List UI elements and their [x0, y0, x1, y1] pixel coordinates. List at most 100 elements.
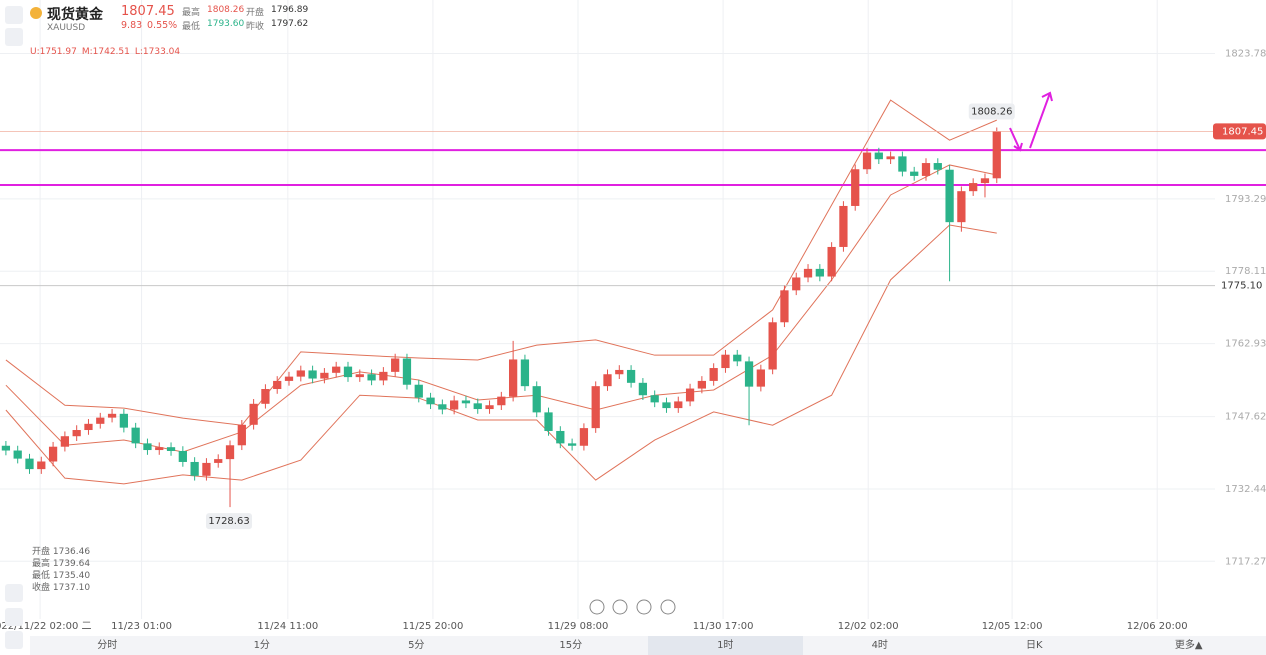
candle-body [556, 430, 565, 444]
period-tab[interactable]: 1时 [648, 636, 803, 655]
boll-value: U:1751.97 [30, 47, 77, 57]
period-tab[interactable]: 1分 [253, 640, 270, 651]
candle-body [898, 156, 907, 172]
stat-value: 1793.60 [207, 19, 245, 29]
candle-body [803, 268, 813, 278]
candle-body [886, 156, 895, 160]
candle-body [992, 131, 1001, 179]
candle-body [615, 369, 624, 375]
stat-value: 1797.62 [271, 19, 309, 29]
candle-body [402, 358, 412, 385]
period-tab[interactable]: 更多▲ [1174, 640, 1203, 651]
candle-body [603, 374, 612, 387]
alert-label: 1775.10 [1221, 281, 1262, 292]
candle-body [744, 361, 754, 387]
candle-body [155, 447, 164, 451]
stat-label: 开盘 [246, 8, 265, 18]
candle-body [862, 152, 872, 170]
ohlc-value: 收盘 1737.10 [32, 583, 91, 593]
candle-body [969, 183, 978, 192]
x-tick-label: 12/02 02:00 [838, 621, 899, 632]
candle-body [25, 458, 34, 470]
candle-body [933, 163, 942, 170]
candle-body [107, 413, 117, 418]
candle-body [579, 428, 589, 446]
candle-body [473, 403, 482, 410]
candle-body [343, 366, 353, 378]
candle-body [450, 400, 459, 410]
candle-body [60, 436, 70, 447]
ohlc-value: 最低 1735.40 [32, 571, 91, 581]
candle-body [709, 368, 718, 381]
candle-body [921, 163, 931, 176]
symbol-name[interactable]: 现货黄金 [47, 7, 103, 23]
candle-body [957, 191, 966, 223]
candle-body [190, 461, 199, 476]
close-button[interactable] [5, 6, 23, 24]
candle-body [780, 290, 789, 323]
candle-body [638, 382, 648, 396]
candle-body [249, 403, 258, 425]
x-tick-label: 11/23 01:00 [111, 621, 172, 632]
high-marker-label: 1808.26 [971, 106, 1012, 117]
zoom-button[interactable] [612, 599, 628, 615]
zoom-button[interactable] [589, 599, 605, 615]
indicator-button[interactable] [5, 584, 23, 602]
candle-body [697, 380, 706, 389]
low-marker-label: 1728.63 [208, 516, 249, 527]
candle-body [13, 450, 22, 459]
expand-button[interactable] [5, 28, 23, 46]
candle-body [214, 459, 223, 463]
candle-body [756, 369, 765, 387]
tool-button[interactable] [5, 631, 23, 649]
x-tick-label: 11/24 11:00 [257, 621, 318, 632]
stat-value: 1808.26 [207, 5, 245, 15]
period-tab[interactable]: 5分 [408, 640, 425, 651]
candle-body [520, 359, 530, 387]
candle-body [355, 374, 364, 378]
candle-body [225, 445, 235, 460]
candle-body [438, 404, 447, 410]
candle-body [910, 171, 919, 176]
candle-body [980, 178, 990, 184]
candle-body [320, 372, 329, 379]
coin-icon [30, 7, 42, 19]
candle-body [143, 443, 152, 451]
candle-body [308, 370, 317, 379]
candle-body [131, 427, 140, 444]
period-tab[interactable]: 日K [1025, 640, 1043, 651]
candle-body [202, 462, 211, 476]
candle-body [567, 443, 577, 446]
draw-button[interactable] [5, 608, 23, 626]
candle-body [544, 412, 553, 431]
y-tick-label: 1778.11 [1225, 266, 1266, 277]
candle-body [662, 402, 671, 409]
y-tick-label: 1793.29 [1225, 194, 1266, 205]
zoom-button[interactable] [636, 599, 652, 615]
period-tab[interactable]: 4时 [871, 640, 888, 651]
candle-body [237, 424, 246, 446]
low-marker-box [206, 513, 253, 530]
candle-body [945, 169, 954, 223]
candle-body [166, 447, 176, 451]
candle-body [367, 374, 376, 381]
boll-readout: U:1751.97 M:1742.51 L:1733.04 [30, 47, 185, 57]
last-price-label: 1807.45 [1222, 126, 1263, 137]
x-tick-label: 11/29 08:00 [548, 621, 609, 632]
candle-body [509, 359, 518, 397]
band-line [5, 99, 997, 426]
candle-body [1, 445, 11, 451]
period-tab[interactable]: 分时 [97, 640, 118, 651]
ohlc-readout: 开盘 1736.46 最高 1739.64 最低 1735.40 收盘 1737.10 [32, 546, 90, 594]
candle-body [497, 396, 506, 406]
y-tick-label: 1823.78 [1225, 48, 1266, 59]
candle-body [674, 401, 683, 409]
period-tab[interactable]: 15分 [559, 640, 583, 651]
stat-value: 1796.89 [271, 5, 309, 15]
candle-body [626, 369, 636, 383]
zoom-button[interactable] [660, 599, 676, 615]
candle-body [768, 322, 777, 370]
high-marker-box [968, 103, 1015, 120]
